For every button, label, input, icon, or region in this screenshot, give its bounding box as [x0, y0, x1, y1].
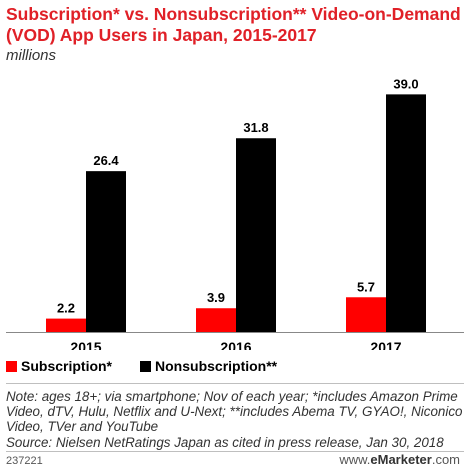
chart-subtitle: millions [6, 47, 57, 64]
bar-subscription-2017 [346, 297, 386, 332]
bar-nonsubscription-2015 [86, 171, 126, 332]
brand-logo[interactable]: www.eMarketer.com [339, 452, 460, 467]
legend-label-subscription: Subscription* [21, 358, 113, 374]
source-text: Source: Nielsen NetRatings Japan as cite… [6, 434, 444, 450]
brand-suffix: .com [431, 452, 460, 467]
data-label-subscription-2015: 2.2 [57, 301, 75, 316]
data-label-subscription-2017: 5.7 [357, 279, 375, 294]
x-tick-label-2017: 2017 [370, 339, 401, 350]
bar-subscription-2015 [46, 318, 86, 332]
legend-swatch-nonsubscription [140, 360, 152, 372]
bar-subscription-2016 [196, 308, 236, 332]
legend-item-nonsubscription: Nonsubscription** [140, 358, 277, 374]
bar-nonsubscription-2016 [236, 138, 276, 332]
legend: Subscription* Nonsubscription** [6, 358, 305, 374]
data-label-subscription-2016: 3.9 [207, 290, 225, 305]
divider-bottom [6, 451, 464, 452]
notes-block: Note: ages 18+; via smartphone; Nov of e… [6, 389, 464, 450]
chart-id: 237221 [6, 455, 43, 467]
x-tick-label-2015: 2015 [70, 339, 101, 350]
legend-label-nonsubscription: Nonsubscription** [155, 358, 278, 374]
legend-item-subscription: Subscription* [6, 358, 112, 374]
brand-prefix: www. [339, 452, 371, 467]
divider-top [6, 383, 464, 384]
data-label-nonsubscription-2017: 39.0 [393, 76, 418, 91]
bar-chart: 2.2 26.4 2015 3.9 31.8 2016 5.7 39.0 2017 [6, 76, 464, 350]
brand-name: eMarketer [370, 452, 432, 467]
chart-title: Subscription* vs. Nonsubscription** Vide… [6, 4, 461, 45]
x-tick-label-2016: 2016 [220, 339, 251, 350]
data-label-nonsubscription-2015: 26.4 [93, 153, 119, 168]
data-label-nonsubscription-2016: 31.8 [243, 120, 268, 135]
bar-nonsubscription-2017 [386, 94, 426, 332]
note-text: Note: ages 18+; via smartphone; Nov of e… [6, 389, 463, 435]
legend-swatch-subscription [6, 360, 17, 372]
